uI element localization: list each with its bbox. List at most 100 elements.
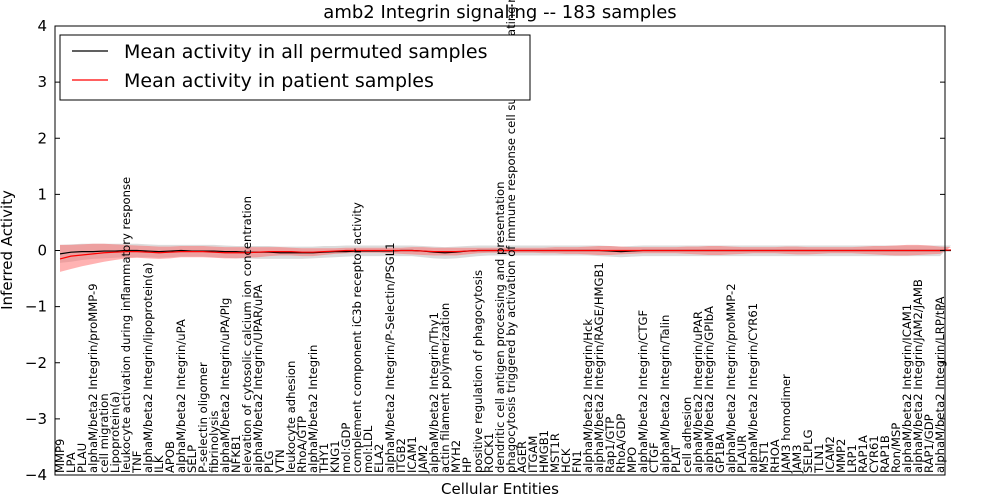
category-label: ILK — [152, 455, 166, 473]
category-label: alphaM/beta2 Integrin — [306, 345, 320, 473]
legend-label-patient: Mean activity in patient samples — [124, 70, 434, 92]
category-label: SELPLG — [801, 429, 815, 473]
category-label: JAM2 — [416, 444, 430, 474]
category-label: alphaM/beta2 Integrin/uPA/Plg — [218, 298, 232, 473]
category-label: ELA2 — [372, 444, 386, 473]
y-axis: −4 −3 −2 −1 0 1 2 3 4 — [25, 17, 945, 484]
category-label: APOB — [163, 441, 177, 473]
category-label: leukocyte activation during inflammatory… — [119, 177, 133, 473]
category-label: RAP1/GDP — [922, 414, 936, 473]
y-tick-label: 1 — [37, 185, 47, 203]
category-label: RhoA/GTP — [295, 416, 309, 473]
y-tick-label: −1 — [25, 298, 47, 316]
category-label: JAM3 — [790, 444, 804, 474]
category-label: alphaM/beta2 Integrin/Talin — [658, 315, 672, 473]
category-label: alphaM/beta2 Integrin/uPA — [174, 319, 188, 473]
category-label: MMP2 — [834, 439, 848, 473]
legend-box — [59, 34, 531, 101]
category-label: phagocytosis triggered by activation of … — [504, 0, 518, 473]
category-label: HCK — [559, 448, 573, 473]
category-label: alphaM/beta2 Integrin/JAM2/JAMB — [911, 279, 925, 473]
category-label: alphaM/beta2 Integrin/ICAM1 — [900, 304, 914, 473]
category-label: RhoA/GDP — [614, 414, 628, 473]
category-label: ITGAM — [526, 436, 540, 473]
category-label: VTN — [273, 449, 287, 473]
category-label: LPA — [64, 452, 78, 473]
category-label: RAP1B — [878, 435, 892, 473]
y-tick-label: −4 — [25, 466, 47, 484]
category-label: ITGB2 — [394, 438, 408, 473]
category-label: cell migration — [97, 393, 111, 473]
category-label: GP1BA — [713, 434, 727, 473]
category-label: PLAUR — [735, 435, 749, 473]
category-label: alphaM/beta2 Integrin/Hck — [581, 319, 595, 473]
category-label: P-selectin oligomer — [196, 362, 210, 473]
category-label: HP — [460, 457, 474, 473]
category-label: mol:GDP — [339, 423, 353, 473]
category-label: RAP1A — [856, 435, 870, 473]
category-label: alphaM/beta2 Integrin/RAGE/HMGB1 — [592, 262, 606, 473]
category-label: alphaM/beta2 Integrin/proMMP-9 — [86, 283, 100, 473]
category-label: alphaM/beta2 Integrin/GPIbA — [702, 306, 716, 473]
legend: Mean activity in all permuted samples Me… — [59, 34, 531, 101]
series-lines — [59, 249, 952, 260]
category-label: actin filament polymerization — [438, 303, 452, 473]
category-label: cell adhesion — [680, 397, 694, 473]
category-label: positive regulation of phagocytosis — [471, 270, 485, 473]
category-label: PLG — [262, 451, 276, 473]
category-label: fibrinolysis — [207, 411, 221, 473]
y-tick-label: −3 — [25, 410, 47, 428]
category-label: NFKB1 — [229, 435, 243, 473]
category-label: ICAM1 — [405, 436, 419, 473]
category-label: THY1 — [317, 443, 331, 474]
category-label: HMGB1 — [537, 430, 551, 473]
category-label: FN1 — [570, 450, 584, 473]
y-tick-label: −2 — [25, 354, 47, 372]
category-label: MST1 — [757, 441, 771, 473]
category-label: KNG1 — [328, 440, 342, 473]
category-label: alphaM/beta2 Integrin/LRP/tPA — [933, 296, 947, 473]
chart-title: amb2 Integrin signaling -- 183 samples — [323, 2, 676, 23]
category-label: TLN1 — [812, 443, 826, 474]
category-label: alphaM/beta2 Integrin/UPAR/uPA — [251, 284, 265, 473]
category-label: MMP9 — [53, 439, 67, 473]
category-label: MYH2 — [449, 440, 463, 473]
x-axis-label: Cellular Entities — [441, 480, 559, 498]
y-axis-label: Inferred Activity — [0, 190, 16, 310]
category-label: TNF — [130, 451, 144, 474]
category-label: CYR61 — [867, 435, 881, 473]
category-label: alphaM/beta2 Integrin/lipoprotein(a) — [141, 262, 155, 473]
category-label: MPO — [625, 447, 639, 473]
category-label: alphaM/beta2 Integrin/P-Selectin/PSGL1 — [383, 242, 397, 473]
y-tick-label: 0 — [37, 242, 47, 260]
y-tick-label: 3 — [37, 73, 47, 91]
category-label: complement component iC3b receptor activ… — [350, 202, 364, 473]
category-label: mol:LDL — [361, 425, 375, 473]
category-label: PLAT — [669, 444, 683, 473]
category-label: ICAM2 — [823, 436, 837, 473]
category-label: PLAU — [75, 443, 89, 473]
category-label: elevation of cytosolic calcium ion conce… — [240, 196, 254, 473]
category-label: Ron/MSP — [889, 423, 903, 473]
category-label: Rap1/GTP — [603, 417, 617, 473]
category-label: dendritic cell antigen processing and pr… — [493, 182, 507, 473]
category-label: leukocyte adhesion — [284, 361, 298, 473]
y-tick-label: 2 — [37, 129, 47, 147]
category-label: MST1R — [548, 433, 562, 473]
category-label: alphaM/beta2 Integrin/uPAR — [691, 311, 705, 473]
category-label: Lipoprotein(a) — [108, 392, 122, 474]
category-label: AGER — [515, 441, 529, 473]
legend-label-permuted: Mean activity in all permuted samples — [124, 41, 487, 63]
category-label: CTGF — [647, 442, 661, 473]
category-label: LRP1 — [845, 444, 859, 473]
category-label: alphaM/beta2 Integrin/CYR61 — [746, 303, 760, 473]
category-label: alphaM/beta2 Integrin/CTGF — [636, 310, 650, 473]
category-label: SELP — [185, 445, 199, 473]
category-label: alphaM/beta2 Integrin/proMMP-2 — [724, 283, 738, 473]
line-patient — [59, 249, 952, 260]
y-tick-label: 4 — [37, 17, 47, 35]
category-label: alphaM/beta2 Integrin/Thy1 — [427, 312, 441, 473]
category-label: RHOA — [768, 439, 782, 473]
